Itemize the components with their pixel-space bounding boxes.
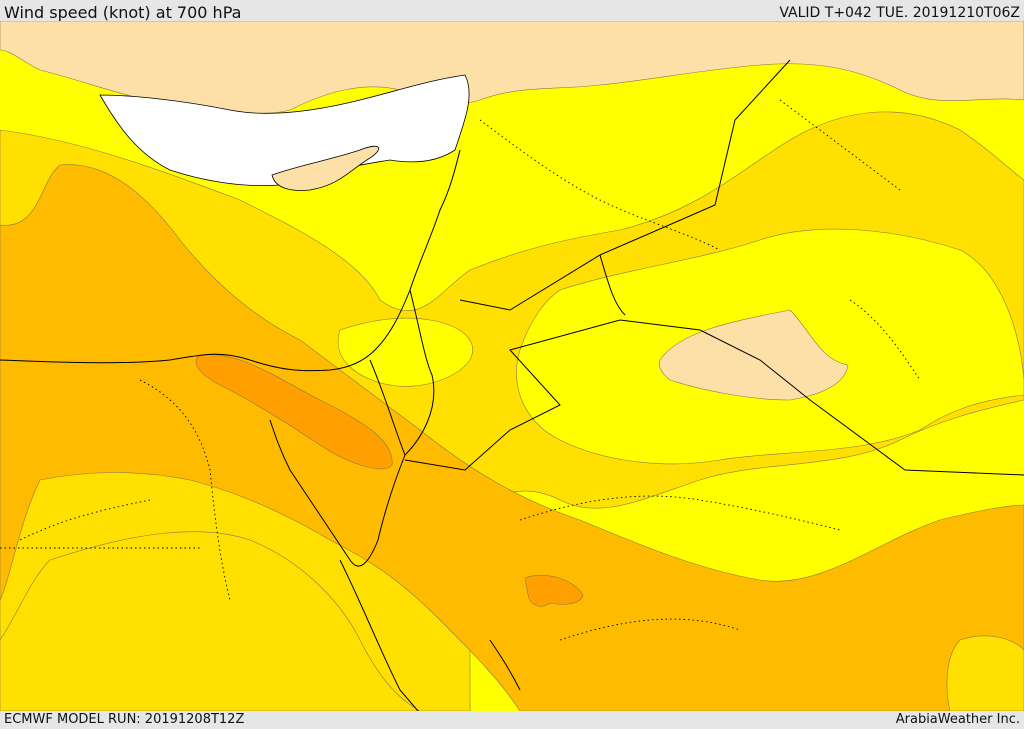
- wind-speed-map: [0, 21, 1024, 711]
- credit-label: ArabiaWeather Inc.: [895, 712, 1020, 727]
- wind-band-lowest-north: [0, 21, 1024, 115]
- wind-band-higher-arabia: [524, 574, 584, 607]
- sea-no-data: [99, 74, 470, 186]
- map-title: Wind speed (knot) at 700 hPa: [4, 3, 242, 22]
- wind-band-high: [0, 164, 1024, 711]
- model-run-label: ECMWF MODEL RUN: 20191208T12Z: [4, 712, 245, 727]
- country-borders: [0, 59, 1024, 711]
- wind-band-mid-southwest: [0, 531, 421, 711]
- wind-band-higher-sinai: [195, 354, 393, 470]
- region-borders: [0, 99, 921, 641]
- footer-bar: ECMWF MODEL RUN: 20191208T12Z ArabiaWeat…: [0, 711, 1024, 729]
- valid-time: VALID T+042 TUE. 20191210T06Z: [779, 5, 1020, 21]
- wind-band-low-north: [337, 317, 473, 387]
- header-bar: Wind speed (knot) at 700 hPa VALID T+042…: [0, 0, 1024, 22]
- wind-band-lowest-east: [659, 309, 849, 401]
- wind-band-mid-southeast: [946, 635, 1024, 711]
- cyprus-island: [271, 145, 380, 191]
